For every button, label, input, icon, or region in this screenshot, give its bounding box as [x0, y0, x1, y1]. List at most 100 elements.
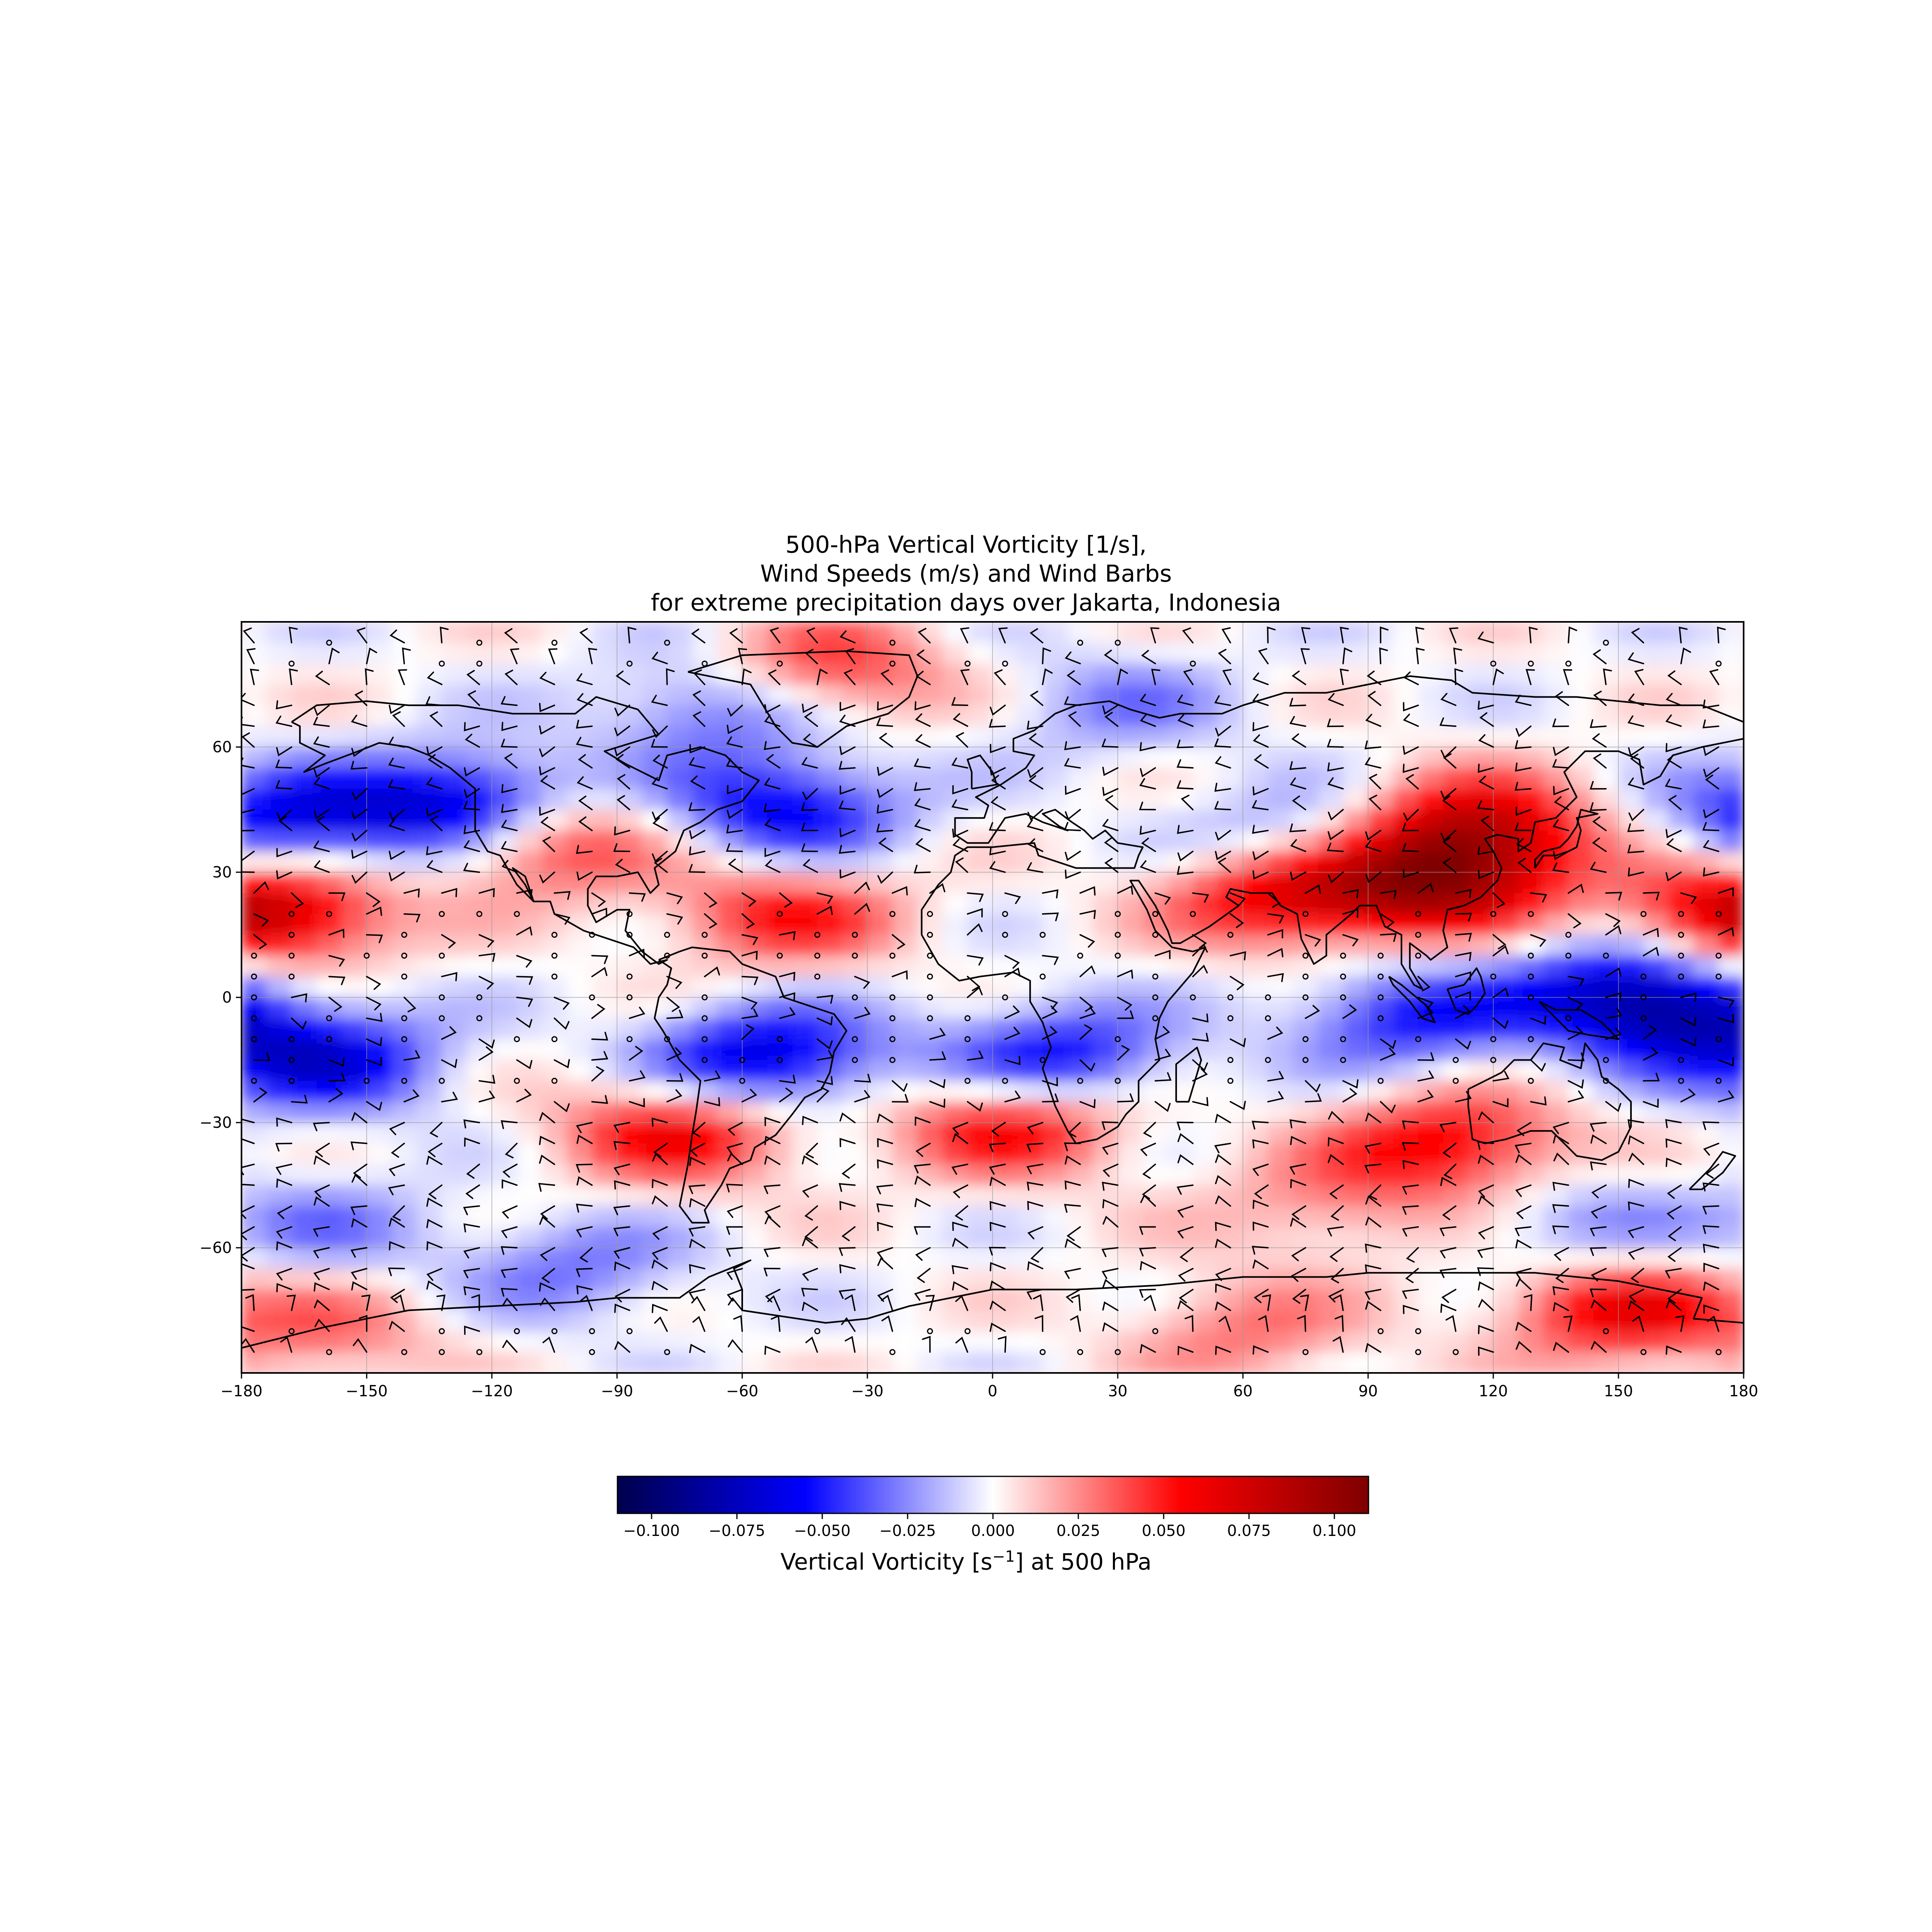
wind-barb [393, 1294, 405, 1311]
wind-barb [426, 807, 443, 817]
colorbar-label-exponent: −1 [992, 1548, 1015, 1565]
wind-barb [1553, 850, 1569, 860]
wind-barb [651, 1117, 668, 1127]
vorticity-cell [867, 1018, 893, 1040]
vorticity-cell [1318, 705, 1344, 727]
wind-barb [764, 1345, 781, 1355]
vorticity-cell [242, 1143, 267, 1165]
wind-barb [1267, 1071, 1284, 1082]
wind-barb [1267, 973, 1284, 983]
vorticity-cell [917, 1206, 943, 1228]
vorticity-cell [1118, 726, 1144, 748]
vorticity-cell [742, 830, 768, 852]
wind-barb [313, 716, 330, 727]
vorticity-cell [642, 914, 668, 935]
wind-barb [276, 1178, 293, 1188]
wind-barb [1665, 714, 1682, 727]
vorticity-cell [466, 1185, 493, 1207]
vorticity-cell [1193, 726, 1219, 748]
wind-barb [1530, 934, 1546, 947]
vorticity-cell [792, 1248, 818, 1269]
vorticity-cell [667, 956, 693, 977]
vorticity-cell [1118, 788, 1144, 810]
vorticity-cell [1243, 642, 1269, 665]
wind-barb [467, 690, 480, 706]
vorticity-cell [1318, 788, 1344, 810]
vorticity-cell [1268, 1206, 1294, 1228]
vorticity-cell [1718, 1185, 1744, 1207]
vorticity-cell [717, 1206, 743, 1228]
vorticity-cell [1468, 1248, 1494, 1269]
vorticity-cell [1368, 1268, 1394, 1290]
wind-barb [1042, 955, 1059, 965]
vorticity-cell [1018, 1018, 1043, 1040]
wind-barb [952, 1237, 968, 1249]
vorticity-cell [466, 893, 493, 915]
x-axis-ticks: −180 −150 −120 −90 −60 −30 0 30 60 90 120 150 180 [221, 1373, 1758, 1400]
wind-barb [1290, 1217, 1307, 1228]
vorticity-cell [1092, 726, 1119, 748]
wind-barb [838, 1247, 856, 1256]
calm-wind-circle [1678, 973, 1684, 980]
vorticity-cell [1067, 976, 1094, 998]
wind-barb [366, 1037, 382, 1046]
calm-wind-circle [852, 952, 858, 959]
vorticity-cell [1468, 1039, 1494, 1061]
vorticity-cell [1118, 1081, 1144, 1102]
vorticity-cell [1092, 893, 1119, 915]
vorticity-cell [767, 1185, 793, 1207]
vorticity-cell [642, 1310, 668, 1332]
vorticity-cell [667, 1331, 693, 1353]
wind-barb [429, 815, 443, 832]
calm-wind-circle [927, 952, 933, 959]
vorticity-cell [592, 726, 618, 748]
vorticity-cell [1668, 684, 1695, 706]
wind-barb [1183, 669, 1194, 685]
wind-barb [1340, 627, 1349, 644]
wind-barb [1492, 1098, 1509, 1108]
wind-barb [779, 931, 796, 940]
vorticity-cell [767, 893, 793, 915]
vorticity-cell [892, 788, 918, 810]
vorticity-cell [967, 872, 993, 894]
vorticity-cell [1593, 747, 1619, 769]
vorticity-cell [1693, 622, 1719, 644]
wind-barb [955, 732, 968, 748]
vorticity-cell [1568, 976, 1594, 998]
wind-barb [501, 784, 518, 793]
vorticity-cell [717, 1289, 743, 1311]
vorticity-cell [967, 684, 993, 706]
vorticity-cell [492, 1289, 518, 1311]
vorticity-cell [867, 1081, 893, 1102]
wind-barb [1291, 733, 1307, 748]
wind-barb [403, 888, 420, 898]
wind-barb [242, 864, 255, 873]
wind-barb [880, 669, 893, 685]
calm-wind-circle [1415, 952, 1421, 959]
wind-barb [242, 693, 255, 706]
wind-barb [243, 627, 255, 644]
vorticity-cell [291, 788, 318, 810]
wind-barb [1139, 767, 1156, 778]
wind-barb [1480, 815, 1494, 832]
vorticity-cell [1318, 976, 1344, 998]
vorticity-cell [1543, 893, 1569, 915]
vorticity-cell [642, 622, 668, 644]
vorticity-cell [1243, 1185, 1269, 1207]
vorticity-cell [492, 935, 518, 956]
calm-wind-circle [1152, 1328, 1158, 1334]
wind-barb [391, 1143, 405, 1158]
vorticity-cell [1218, 1227, 1244, 1249]
vorticity-cell [617, 1123, 643, 1144]
wind-barb [1592, 649, 1607, 665]
vorticity-cell [842, 1143, 868, 1165]
vorticity-cell [817, 1268, 843, 1290]
wind-barb [1328, 1288, 1344, 1302]
wind-barb [1252, 1139, 1269, 1149]
vorticity-cell [1518, 663, 1544, 685]
vorticity-cell [967, 1206, 993, 1228]
vorticity-cell [1092, 997, 1119, 1019]
wind-barb [1643, 892, 1660, 901]
calm-wind-circle [439, 994, 445, 1001]
wind-barb [504, 669, 518, 685]
